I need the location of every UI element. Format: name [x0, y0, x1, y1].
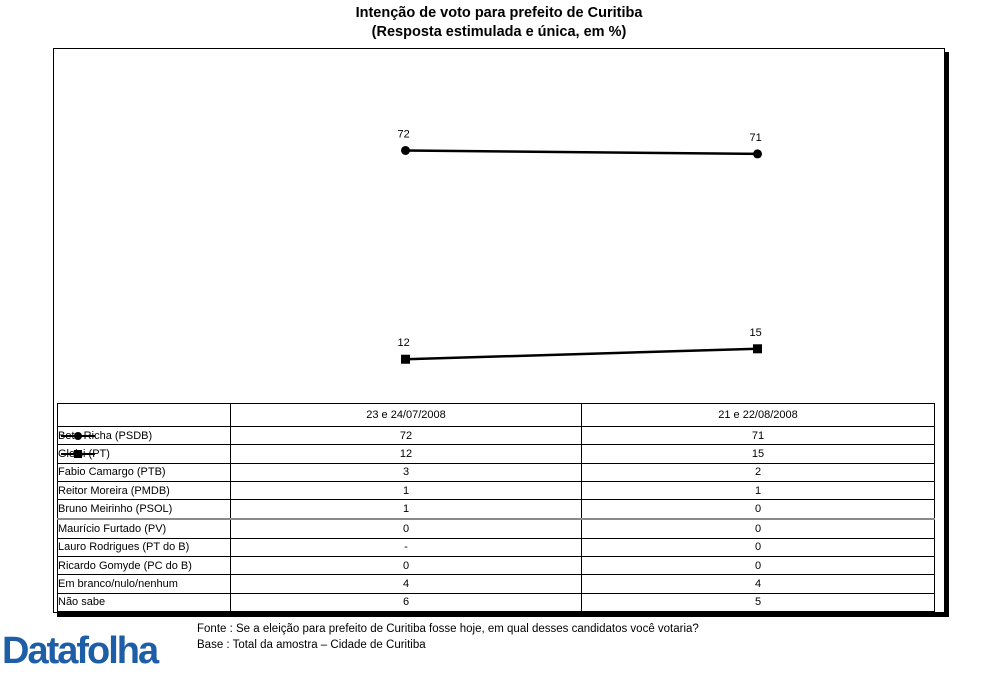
value-cell: 0	[230, 555, 582, 576]
candidate-name: Ricardo Gomyde (PC do B)	[58, 559, 192, 572]
chart-title-line1: Intenção de voto para prefeito de Curiti…	[355, 5, 643, 21]
legend-cell: Beto Richa (PSDB)	[57, 425, 231, 446]
legend-cell: Em branco/nulo/nenhum	[57, 574, 231, 594]
candidate-name: Fabio Camargo (PTB)	[58, 466, 166, 479]
value-cell: 12	[230, 444, 582, 464]
value-cell: 0	[581, 499, 935, 520]
trend-line	[405, 347, 758, 361]
legend-cell: Lauro Rodrigues (PT do B)	[57, 537, 231, 557]
table-row: Beto Richa (PSDB) 72 71	[57, 425, 935, 446]
value-cell: 6	[230, 592, 582, 613]
value-cell: 1	[230, 499, 582, 520]
chart-title: Intenção de voto para prefeito de Curiti…	[53, 4, 945, 42]
column-header-date-2: 21 e 22/08/2008	[581, 403, 935, 427]
column-header-date-1: 23 e 24/07/2008	[230, 403, 582, 427]
chart-frame: 72 71 12 15 23 e 24/07/2008 21 e 22/08/2008…	[53, 48, 945, 613]
value-cell: 1	[230, 481, 582, 501]
results-table: 23 e 24/07/2008 21 e 22/08/2008 Beto Ric…	[57, 403, 935, 613]
chart-title-line2: (Resposta estimulada e única, em %)	[371, 24, 627, 40]
value-cell: 4	[230, 574, 582, 594]
footer-base: Base : Total da amostra – Cidade de Curi…	[197, 639, 426, 651]
table-row: Bruno Meirinho (PSOL) 1 0	[57, 499, 935, 520]
legend-cell: Gleisi (PT)	[57, 444, 231, 464]
value-cell: 2	[581, 462, 935, 483]
legend-cell: Bruno Meirinho (PSOL)	[57, 499, 231, 520]
circle-marker-icon	[753, 149, 762, 159]
table-row: Não sabe 6 5	[57, 592, 935, 613]
table-row: Maurício Furtado (PV) 0 0	[57, 518, 935, 539]
circle-marker-icon	[401, 145, 410, 155]
value-cell: 0	[230, 518, 582, 539]
datafolha-logo: Datafolha	[2, 630, 159, 672]
value-cell: 71	[581, 425, 935, 446]
candidate-name: Em branco/nulo/nenhum	[58, 577, 178, 590]
value-cell: 15	[581, 444, 935, 464]
legend-circle-marker-icon	[74, 431, 82, 440]
value-cell: 3	[230, 462, 582, 483]
footer: Fonte : Se a eleição para prefeito de Cu…	[197, 621, 699, 653]
value-cell: 5	[581, 592, 935, 613]
data-label: 15	[750, 327, 762, 339]
table-row: Reitor Moreira (PMDB) 1 1	[57, 481, 935, 501]
candidate-name: Maurício Furtado (PV)	[58, 522, 167, 535]
trend-chart: 72 71 12 15	[398, 128, 762, 364]
value-cell: 72	[230, 425, 582, 446]
value-cell: 0	[581, 537, 935, 557]
candidate-name: Beto Richa (PSDB)	[58, 429, 153, 442]
data-label: 72	[398, 128, 410, 140]
value-cell: 1	[581, 481, 935, 501]
legend-cell: Ricardo Gomyde (PC do B)	[57, 555, 231, 576]
candidate-name: Lauro Rodrigues (PT do B)	[58, 541, 190, 554]
value-cell: 0	[581, 555, 935, 576]
square-marker-icon	[753, 344, 762, 354]
table-row: Em branco/nulo/nenhum 4 4	[57, 574, 935, 594]
table-row: Fabio Camargo (PTB) 3 2	[57, 462, 935, 483]
trend-line	[405, 149, 758, 156]
footer-fonte: Fonte : Se a eleição para prefeito de Cu…	[197, 623, 699, 635]
value-cell: -	[230, 537, 582, 557]
data-label: 71	[750, 132, 762, 144]
value-cell: 4	[581, 574, 935, 594]
legend-cell: Não sabe	[57, 592, 231, 613]
legend-cell: Fabio Camargo (PTB)	[57, 462, 231, 483]
table-corner-cell	[57, 403, 231, 427]
candidate-name: Não sabe	[58, 596, 106, 609]
value-cell: 0	[581, 518, 935, 539]
legend-square-marker-icon	[74, 450, 82, 459]
candidate-name: Bruno Meirinho (PSOL)	[58, 503, 173, 516]
table-row: Lauro Rodrigues (PT do B) -0	[57, 537, 935, 557]
table-row: Ricardo Gomyde (PC do B) 0 0	[57, 555, 935, 576]
square-marker-icon	[401, 354, 410, 364]
data-label: 12	[398, 337, 410, 349]
table-header-row: 23 e 24/07/2008 21 e 22/08/2008	[57, 403, 935, 427]
results-table-body: Beto Richa (PSDB)7271Gleisi (PT)1215Fabi…	[57, 425, 935, 613]
legend-cell: Reitor Moreira (PMDB)	[57, 481, 231, 501]
candidate-name: Reitor Moreira (PMDB)	[58, 484, 170, 497]
legend-cell: Maurício Furtado (PV)	[57, 518, 231, 539]
